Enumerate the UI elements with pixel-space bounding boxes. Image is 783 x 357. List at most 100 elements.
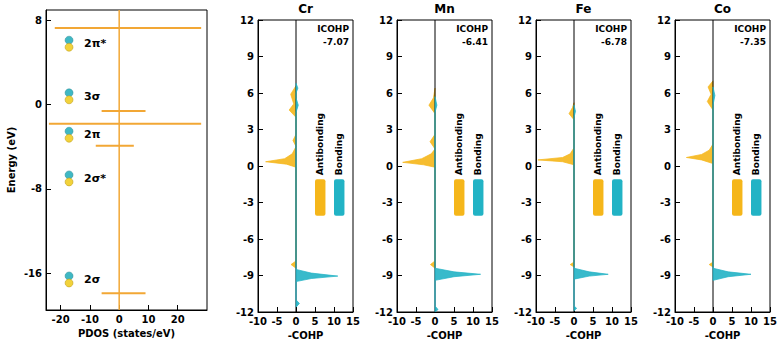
svg-text:5: 5 [729, 316, 736, 327]
svg-text:-7.35: -7.35 [740, 37, 766, 47]
svg-text:10: 10 [141, 314, 155, 325]
svg-text:-12: -12 [652, 306, 671, 318]
svg-text:-3: -3 [521, 197, 532, 208]
svg-text:5: 5 [590, 316, 597, 327]
svg-text:20: 20 [171, 314, 185, 325]
svg-text:-20: -20 [52, 314, 70, 325]
svg-text:9: 9 [247, 51, 254, 62]
svg-text:6: 6 [386, 88, 393, 99]
svg-text:6: 6 [664, 88, 671, 99]
svg-text:PDOS (states/eV): PDOS (states/eV) [78, 328, 175, 339]
svg-text:-3: -3 [382, 197, 393, 208]
svg-text:-5: -5 [688, 316, 699, 327]
svg-text:-6: -6 [382, 234, 393, 245]
svg-text:-6: -6 [243, 234, 254, 245]
svg-text:2σ: 2σ [84, 273, 100, 286]
svg-text:-COHP: -COHP [427, 330, 463, 341]
svg-text:0: 0 [35, 99, 42, 110]
svg-text:-COHP: -COHP [705, 330, 741, 341]
svg-text:-6.41: -6.41 [462, 37, 488, 47]
svg-text:10: 10 [605, 316, 619, 327]
svg-text:10: 10 [327, 316, 341, 327]
svg-text:12: 12 [518, 15, 532, 26]
svg-text:15: 15 [763, 316, 777, 327]
svg-text:-12: -12 [374, 306, 393, 318]
svg-text:15: 15 [346, 316, 360, 327]
svg-text:-10: -10 [527, 316, 545, 327]
svg-text:-7.07: -7.07 [323, 37, 349, 47]
svg-text:9: 9 [525, 51, 532, 62]
svg-text:Antibonding: Antibonding [593, 113, 603, 175]
svg-text:3σ: 3σ [84, 90, 100, 103]
svg-text:-9: -9 [382, 270, 393, 281]
svg-text:0: 0 [116, 314, 123, 325]
svg-text:Fe: Fe [576, 2, 592, 16]
svg-text:0: 0 [525, 161, 532, 172]
svg-text:3: 3 [664, 124, 671, 135]
svg-text:-5: -5 [549, 316, 560, 327]
svg-text:2π: 2π [84, 128, 101, 141]
svg-text:0: 0 [710, 316, 717, 327]
svg-text:-9: -9 [660, 270, 671, 281]
svg-text:-5: -5 [271, 316, 282, 327]
svg-text:-10: -10 [388, 316, 406, 327]
svg-text:0: 0 [432, 316, 439, 327]
svg-text:3: 3 [525, 124, 532, 135]
svg-text:Bonding: Bonding [473, 133, 483, 175]
svg-text:-10: -10 [666, 316, 684, 327]
svg-text:6: 6 [525, 88, 532, 99]
svg-text:12: 12 [657, 15, 671, 26]
svg-text:-COHP: -COHP [288, 330, 324, 341]
svg-text:2σ*: 2σ* [84, 172, 106, 185]
svg-text:Bonding: Bonding [612, 133, 622, 175]
svg-text:9: 9 [386, 51, 393, 62]
svg-text:-9: -9 [521, 270, 532, 281]
svg-text:ICOHP: ICOHP [734, 24, 766, 34]
svg-text:15: 15 [485, 316, 499, 327]
svg-text:3: 3 [386, 124, 393, 135]
svg-text:5: 5 [451, 316, 458, 327]
svg-text:Antibonding: Antibonding [454, 113, 464, 175]
svg-text:Bonding: Bonding [751, 133, 761, 175]
svg-text:-10: -10 [81, 314, 99, 325]
svg-text:ICOHP: ICOHP [595, 24, 627, 34]
svg-text:ICOHP: ICOHP [317, 24, 349, 34]
svg-text:9: 9 [664, 51, 671, 62]
svg-text:0: 0 [386, 161, 393, 172]
svg-text:Antibonding: Antibonding [315, 113, 325, 175]
svg-text:5: 5 [312, 316, 319, 327]
svg-text:Energy (eV): Energy (eV) [6, 127, 17, 193]
svg-text:-9: -9 [243, 270, 254, 281]
svg-text:-12: -12 [513, 306, 532, 318]
svg-text:-6: -6 [660, 234, 671, 245]
svg-text:-16: -16 [24, 268, 42, 279]
svg-text:-6: -6 [521, 234, 532, 245]
svg-text:0: 0 [664, 161, 671, 172]
svg-text:10: 10 [466, 316, 480, 327]
svg-text:8: 8 [35, 15, 42, 26]
svg-text:6: 6 [247, 88, 254, 99]
svg-text:-3: -3 [660, 197, 671, 208]
svg-text:15: 15 [624, 316, 638, 327]
svg-text:Mn: Mn [434, 2, 454, 16]
svg-text:0: 0 [571, 316, 578, 327]
svg-text:0: 0 [293, 316, 300, 327]
svg-text:10: 10 [744, 316, 758, 327]
svg-text:Co: Co [714, 2, 731, 16]
svg-text:3: 3 [247, 124, 254, 135]
svg-text:-6.78: -6.78 [601, 37, 627, 47]
svg-text:-COHP: -COHP [566, 330, 602, 341]
svg-text:-3: -3 [243, 197, 254, 208]
svg-text:Bonding: Bonding [334, 133, 344, 175]
svg-text:-12: -12 [235, 306, 254, 318]
svg-text:Antibonding: Antibonding [732, 113, 742, 175]
svg-text:Cr: Cr [298, 2, 313, 16]
svg-text:-10: -10 [249, 316, 267, 327]
svg-text:0: 0 [247, 161, 254, 172]
svg-text:12: 12 [240, 15, 254, 26]
svg-text:-8: -8 [31, 183, 42, 194]
svg-text:ICOHP: ICOHP [456, 24, 488, 34]
svg-text:12: 12 [379, 15, 393, 26]
svg-text:2π*: 2π* [84, 37, 106, 50]
svg-text:-5: -5 [410, 316, 421, 327]
